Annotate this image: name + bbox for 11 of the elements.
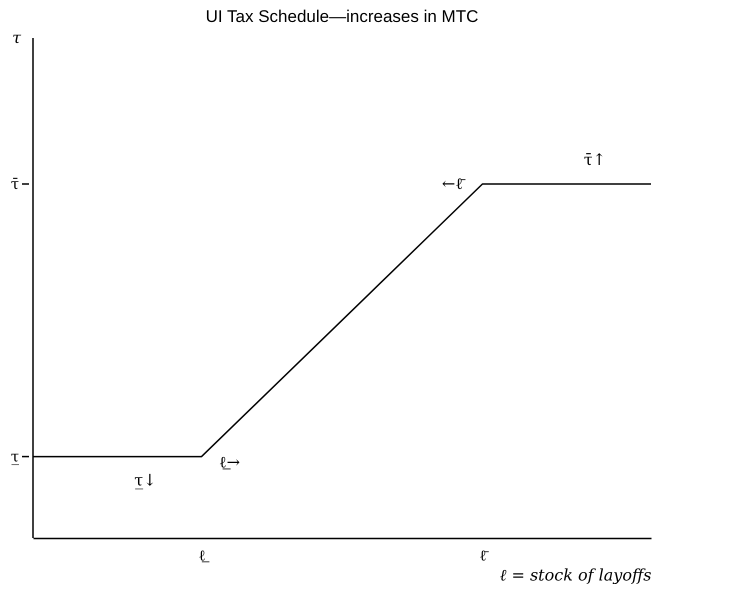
annotation: ←ℓ̄ <box>442 174 466 193</box>
ref-line-label: τ̄ <box>10 175 19 193</box>
annotation: ℓ̲→ <box>219 452 240 472</box>
ref-line-label: τ̲ <box>10 448 19 466</box>
annotation: τ̲↓ <box>134 470 156 490</box>
chart-title: UI Tax Schedule—increases in MTC <box>206 7 478 26</box>
x-axis-title: ℓ = stock of layoffs <box>500 566 652 584</box>
x-tick-label: ℓ̄ <box>479 546 490 564</box>
text: τ <box>12 28 22 47</box>
x-tick-label: ℓ̲ <box>198 546 210 564</box>
annotation: τ̄↑ <box>584 150 606 169</box>
